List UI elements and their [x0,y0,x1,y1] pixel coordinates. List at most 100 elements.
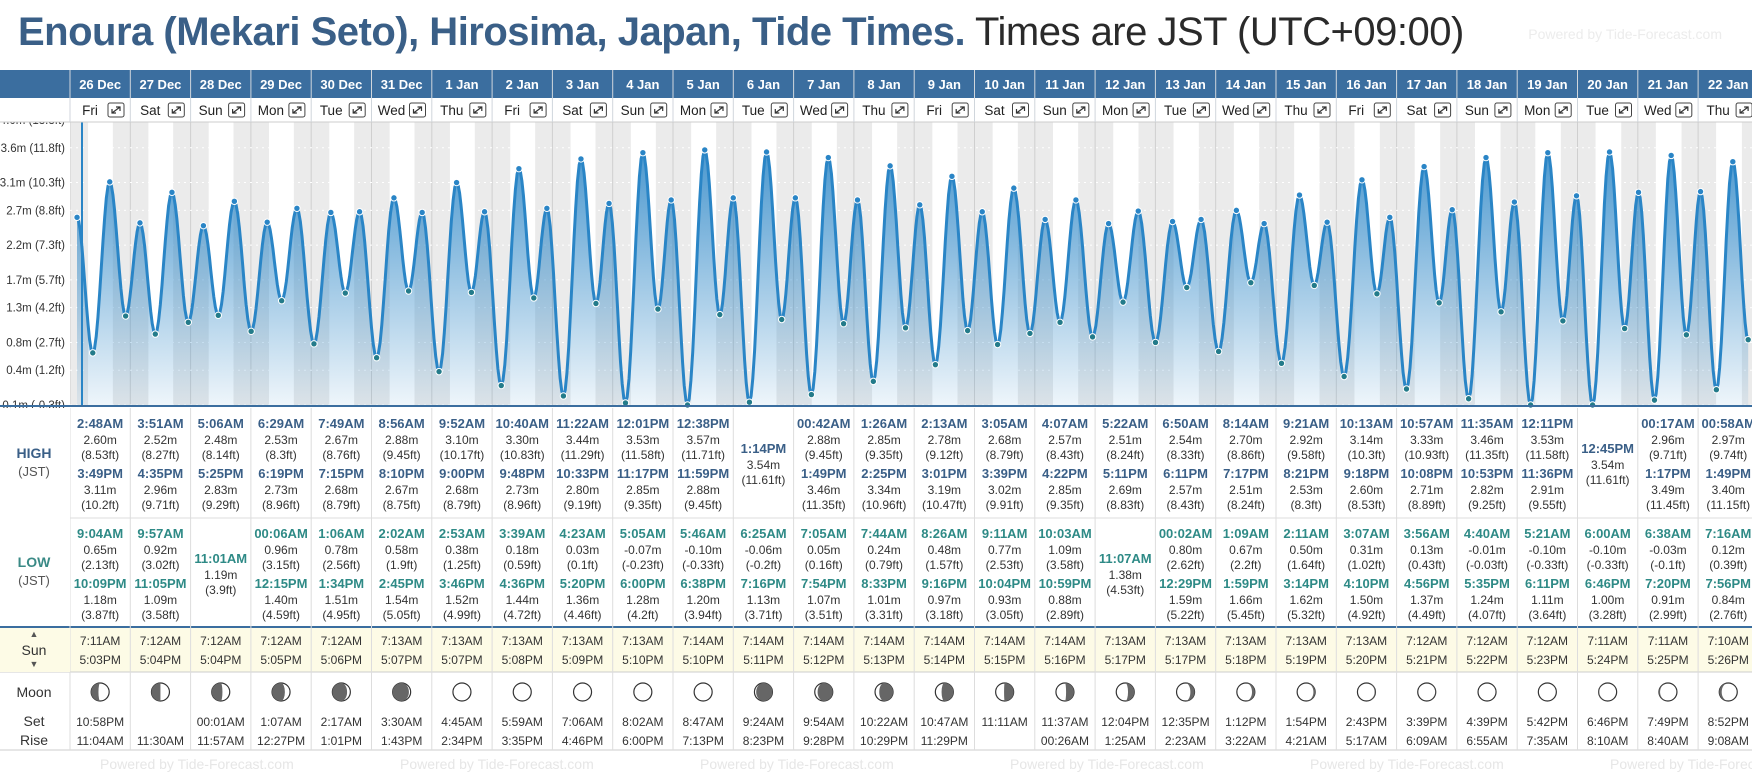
sunrise-time: 7:14AM [682,634,723,648]
expand-icon[interactable] [891,102,909,118]
expand-icon[interactable] [770,102,788,118]
high-tide-point [1323,218,1331,226]
moonrise-time: 8:40AM [1647,734,1688,748]
low-tide-height-ft: (-0.1ft) [1650,558,1685,572]
low-tide-time: 12:15PM [255,576,308,591]
expand-icon[interactable] [951,102,969,118]
low-tide-height-m: 0.67m [1229,543,1262,557]
day-column: 12:45PM 3.54m(11.61ft) 6:00AM -0.10m(-0.33f… [1581,441,1634,748]
expand-icon[interactable] [1675,102,1693,118]
expand-icon[interactable] [1313,102,1331,118]
expand-icon-arrow [654,106,664,114]
page-title: Enoura (Mekari Seto), Hirosima, Japan, T… [18,10,1464,55]
sunset-time: 5:12PM [803,653,844,667]
moonrise-time: 11:57AM [197,734,244,748]
high-tide-height-m: 3.57m [686,433,719,447]
low-tide-height-m: 0.80m [1169,543,1202,557]
low-tide-time: 10:09PM [74,576,127,591]
low-tide-height-m: 1.36m [566,593,599,607]
moonrise-time: 12:27PM [257,734,305,748]
expand-icon[interactable] [1494,102,1512,118]
sunrise-time: 7:13AM [1105,634,1146,648]
low-tide-height-ft: (-0.03ft) [1466,558,1508,572]
day-weekday-label: Tue [742,103,765,118]
expand-icon-arrow [1437,106,1448,114]
expand-icon[interactable] [589,102,607,118]
expand-icon[interactable] [529,102,547,118]
low-tide-time: 2:53AM [439,526,485,541]
expand-icon-arrow [473,106,483,114]
low-tide-height-m: 1.24m [1470,593,1503,607]
sunset-time: 5:11PM [743,653,783,667]
low-tide-height-m: 0.05m [807,543,840,557]
high-tide-time: 12:11PM [1521,416,1573,431]
high-tide-height-ft: (10.17ft) [440,448,485,462]
high-tide-height-ft: (8.96ft) [503,498,541,512]
moon-shadow [211,683,223,701]
moon-phase-icon [874,682,894,702]
expand-icon-arrow [1136,106,1146,114]
moon-phase-icon [1658,682,1678,702]
expand-icon[interactable] [167,102,185,118]
day-column: 8:56AM 2.88m(9.45ft) 8:10PM 2.67m(8.75ft) 2:… [379,416,425,748]
expand-icon[interactable] [831,102,849,118]
expand-icon[interactable] [1072,102,1090,118]
sunset-arrow-icon: ▼ [30,659,39,669]
expand-icon[interactable] [1012,102,1029,118]
low-tide-height-ft: (3.15ft) [262,558,300,572]
high-tide-height-m: 2.68m [325,483,358,497]
low-tide-point [592,299,600,308]
expand-icon[interactable] [1253,102,1271,118]
day-weekday-label: Mon [1102,103,1128,118]
moonset-time: 12:35PM [1162,715,1210,729]
expand-icon[interactable] [409,102,426,118]
moonset-time: 6:46PM [1587,715,1628,729]
sunset-time: 5:24PM [1587,653,1628,667]
expand-icon[interactable] [1554,102,1572,118]
day-weekday-label: Sun [1043,103,1067,118]
expand-icon[interactable] [650,102,668,118]
low-tide-time: 6:00PM [620,576,666,591]
expand-icon[interactable] [1615,102,1632,118]
low-tide-point [1151,338,1160,347]
day-date-label: 2 Jan [506,77,539,92]
moon-phase-icon [1598,682,1618,702]
high-tide-height-ft: (10.96ft) [862,498,907,512]
high-tide-point [1544,148,1552,157]
low-tide-time: 9:16PM [922,576,968,591]
high-tide-point [1134,207,1142,215]
low-tide-height-m: 0.91m [1651,593,1684,607]
expand-icon[interactable] [1434,102,1452,118]
low-tide-time: 3:07AM [1343,526,1389,541]
expand-icon[interactable] [1373,102,1391,118]
low-tide-height-ft: (-0.33ft) [1587,558,1629,572]
moon-phase-icon [572,682,593,702]
low-tide-point [341,289,349,297]
expand-icon[interactable] [288,102,306,118]
expand-icon[interactable] [710,102,728,118]
expand-icon[interactable] [348,102,366,118]
expand-icon[interactable] [1192,102,1210,118]
sunrise-time: 7:14AM [1044,634,1085,648]
expand-icon[interactable] [228,102,246,118]
expand-icon[interactable] [107,102,125,118]
high-tide-height-m: 2.68m [445,483,478,497]
high-tide-height-ft: (11.61ft) [1586,473,1630,487]
sunrise-time: 7:13AM [1285,634,1326,648]
high-tide-height-m: 3.10m [445,433,478,447]
moon-shadow [1185,683,1195,701]
moon-phase-icon [753,682,774,702]
low-tide-height-m: 0.78m [325,543,358,557]
high-tide-point [948,172,956,181]
expand-icon[interactable] [469,102,487,118]
expand-icon[interactable] [1735,102,1752,118]
low-tide-point [869,377,878,386]
high-tide-time: 7:15PM [319,466,365,481]
expand-icon[interactable] [1132,102,1150,118]
sunset-time: 5:06PM [321,653,362,667]
low-tide-height-m: 0.48m [928,543,961,557]
high-tide-height-m: 2.88m [807,433,840,447]
low-tide-height-ft: (0.16ft) [805,558,843,572]
low-tide-point [277,297,286,305]
